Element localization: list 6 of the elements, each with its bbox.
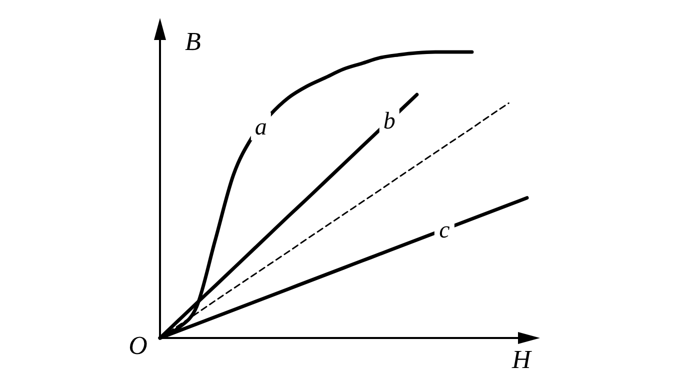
series-label: b xyxy=(383,108,396,135)
y-axis-title: B xyxy=(185,27,201,56)
series-label: a xyxy=(254,114,267,140)
series-label: c xyxy=(439,217,450,244)
x-axis-title: H xyxy=(511,345,532,370)
text: O xyxy=(128,331,148,360)
